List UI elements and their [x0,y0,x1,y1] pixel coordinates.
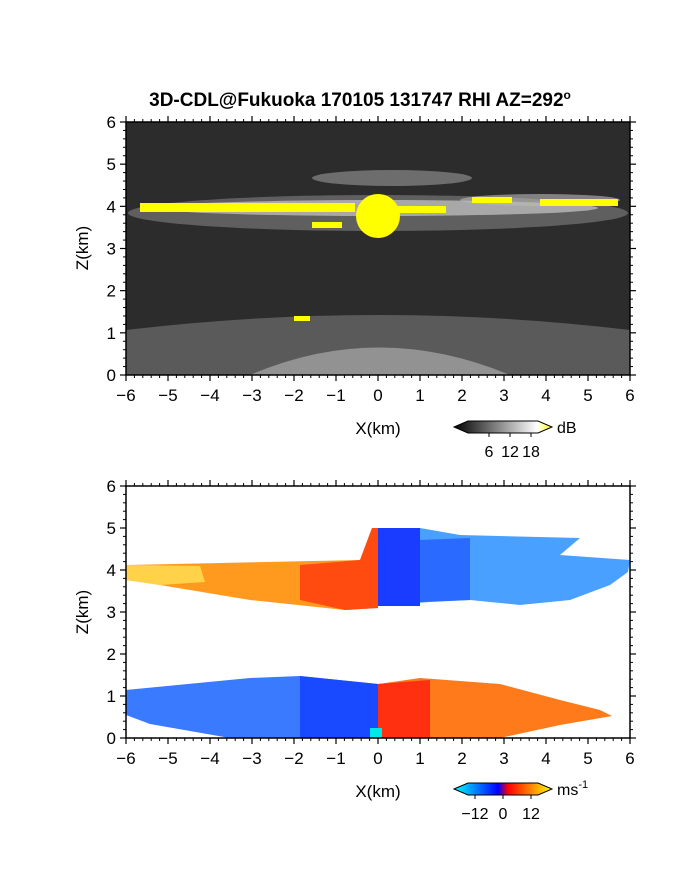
reflectivity-ylabel: Z(km) [73,226,92,270]
colorbar-tick-label: 18 [522,444,540,461]
reflectivity-lower-fan [250,347,510,375]
x-tick-label: −2 [284,386,303,405]
velocity-colorbar-bar [452,782,554,796]
y-tick-label: 4 [107,197,116,216]
high-echo-center-band [396,206,446,213]
colorbar-tick-label: 6 [485,444,494,461]
x-tick-label: −6 [116,386,135,405]
reflectivity-ticks: −6 −5 −4 −3 −2 −1 0 1 2 3 4 5 6 0 1 2 3 4 5 6 [107,113,636,405]
y-tick-label: 2 [107,645,116,664]
reflectivity-heatmap [126,122,630,375]
x-tick-label: 3 [499,386,508,405]
x-tick-label: 2 [457,386,466,405]
colorbar-tick-label: 12 [501,444,519,461]
x-tick-label: 6 [625,386,634,405]
x-tick-label: 2 [457,749,466,768]
x-tick-label: 6 [625,749,634,768]
velocity-upper-right-mid [420,538,470,602]
high-echo-right-band-2 [540,199,618,206]
velocity-heatmap [126,486,630,738]
reflectivity-xlabel: X(km) [355,419,400,438]
high-echo-patch [312,222,342,228]
velocity-upper-right-core [378,528,420,606]
high-echo-left-band [140,203,355,212]
y-tick-label: 3 [107,603,116,622]
x-tick-label: 0 [373,386,382,405]
reflectivity-colorbar-ticks: 6 12 18 [485,433,540,461]
x-tick-label: −5 [158,749,177,768]
reflectivity-lower-layer [126,315,630,375]
y-tick-label: 4 [107,561,116,580]
velocity-colorbar-unit: ms-1 [557,779,588,799]
reflectivity-upper-cap [312,170,472,186]
y-tick-label: 1 [107,687,116,706]
y-tick-label: 5 [107,155,116,174]
x-tick-label: −3 [242,386,261,405]
x-tick-label: −6 [116,749,135,768]
y-tick-label: 6 [107,477,116,496]
x-tick-label: 3 [499,749,508,768]
velocity-ylabel: Z(km) [73,590,92,634]
x-tick-label: −1 [326,386,345,405]
y-tick-label: 0 [107,366,116,385]
velocity-xlabel: X(km) [355,782,400,801]
y-tick-label: 6 [107,113,116,132]
x-tick-label: 5 [583,749,592,768]
x-tick-label: −4 [200,749,219,768]
velocity-upper-left-edge [126,565,205,585]
x-tick-label: 1 [415,386,424,405]
velocity-upper-left-core [300,528,378,610]
reflectivity-high-echo [140,194,618,321]
velocity-colorbar-ticks: −12 0 12 [461,795,540,823]
velocity-lower-right-core [378,680,430,738]
y-tick-label: 0 [107,729,116,748]
x-tick-label: −2 [284,749,303,768]
colorbar-tick-label: −12 [461,806,488,823]
velocity-colorbar: −12 0 12 ms-1 [452,779,588,823]
x-tick-label: −3 [242,749,261,768]
high-echo-right-band-1 [472,197,512,203]
high-echo-core [356,194,400,238]
colorbar-tick-label: 12 [522,806,540,823]
x-tick-label: −1 [326,749,345,768]
x-tick-label: 5 [583,386,592,405]
reflectivity-colorbar-unit: dB [557,420,577,437]
velocity-near-zero-patch [370,728,382,738]
high-echo-low-patch [294,316,310,321]
x-tick-label: 4 [541,386,550,405]
x-tick-label: 1 [415,749,424,768]
x-tick-label: −4 [200,386,219,405]
reflectivity-colorbar-bar [452,420,554,434]
figure-title: 3D-CDL@Fukuoka 170105 131747 RHI AZ=292o [149,88,571,111]
y-tick-label: 3 [107,240,116,259]
colorbar-tick-label: 0 [499,806,508,823]
x-tick-label: 4 [541,749,550,768]
velocity-ticks: −6 −5 −4 −3 −2 −1 0 1 2 3 4 5 6 0 1 2 3 4 5 6 [107,477,636,768]
velocity-lower-left-core [300,676,378,738]
reflectivity-colorbar: 6 12 18 dB [452,420,577,461]
x-tick-label: 0 [373,749,382,768]
x-tick-label: −5 [158,386,177,405]
y-tick-label: 5 [107,519,116,538]
y-tick-label: 2 [107,282,116,301]
velocity-lower-right-layer [378,678,612,738]
y-tick-label: 1 [107,324,116,343]
